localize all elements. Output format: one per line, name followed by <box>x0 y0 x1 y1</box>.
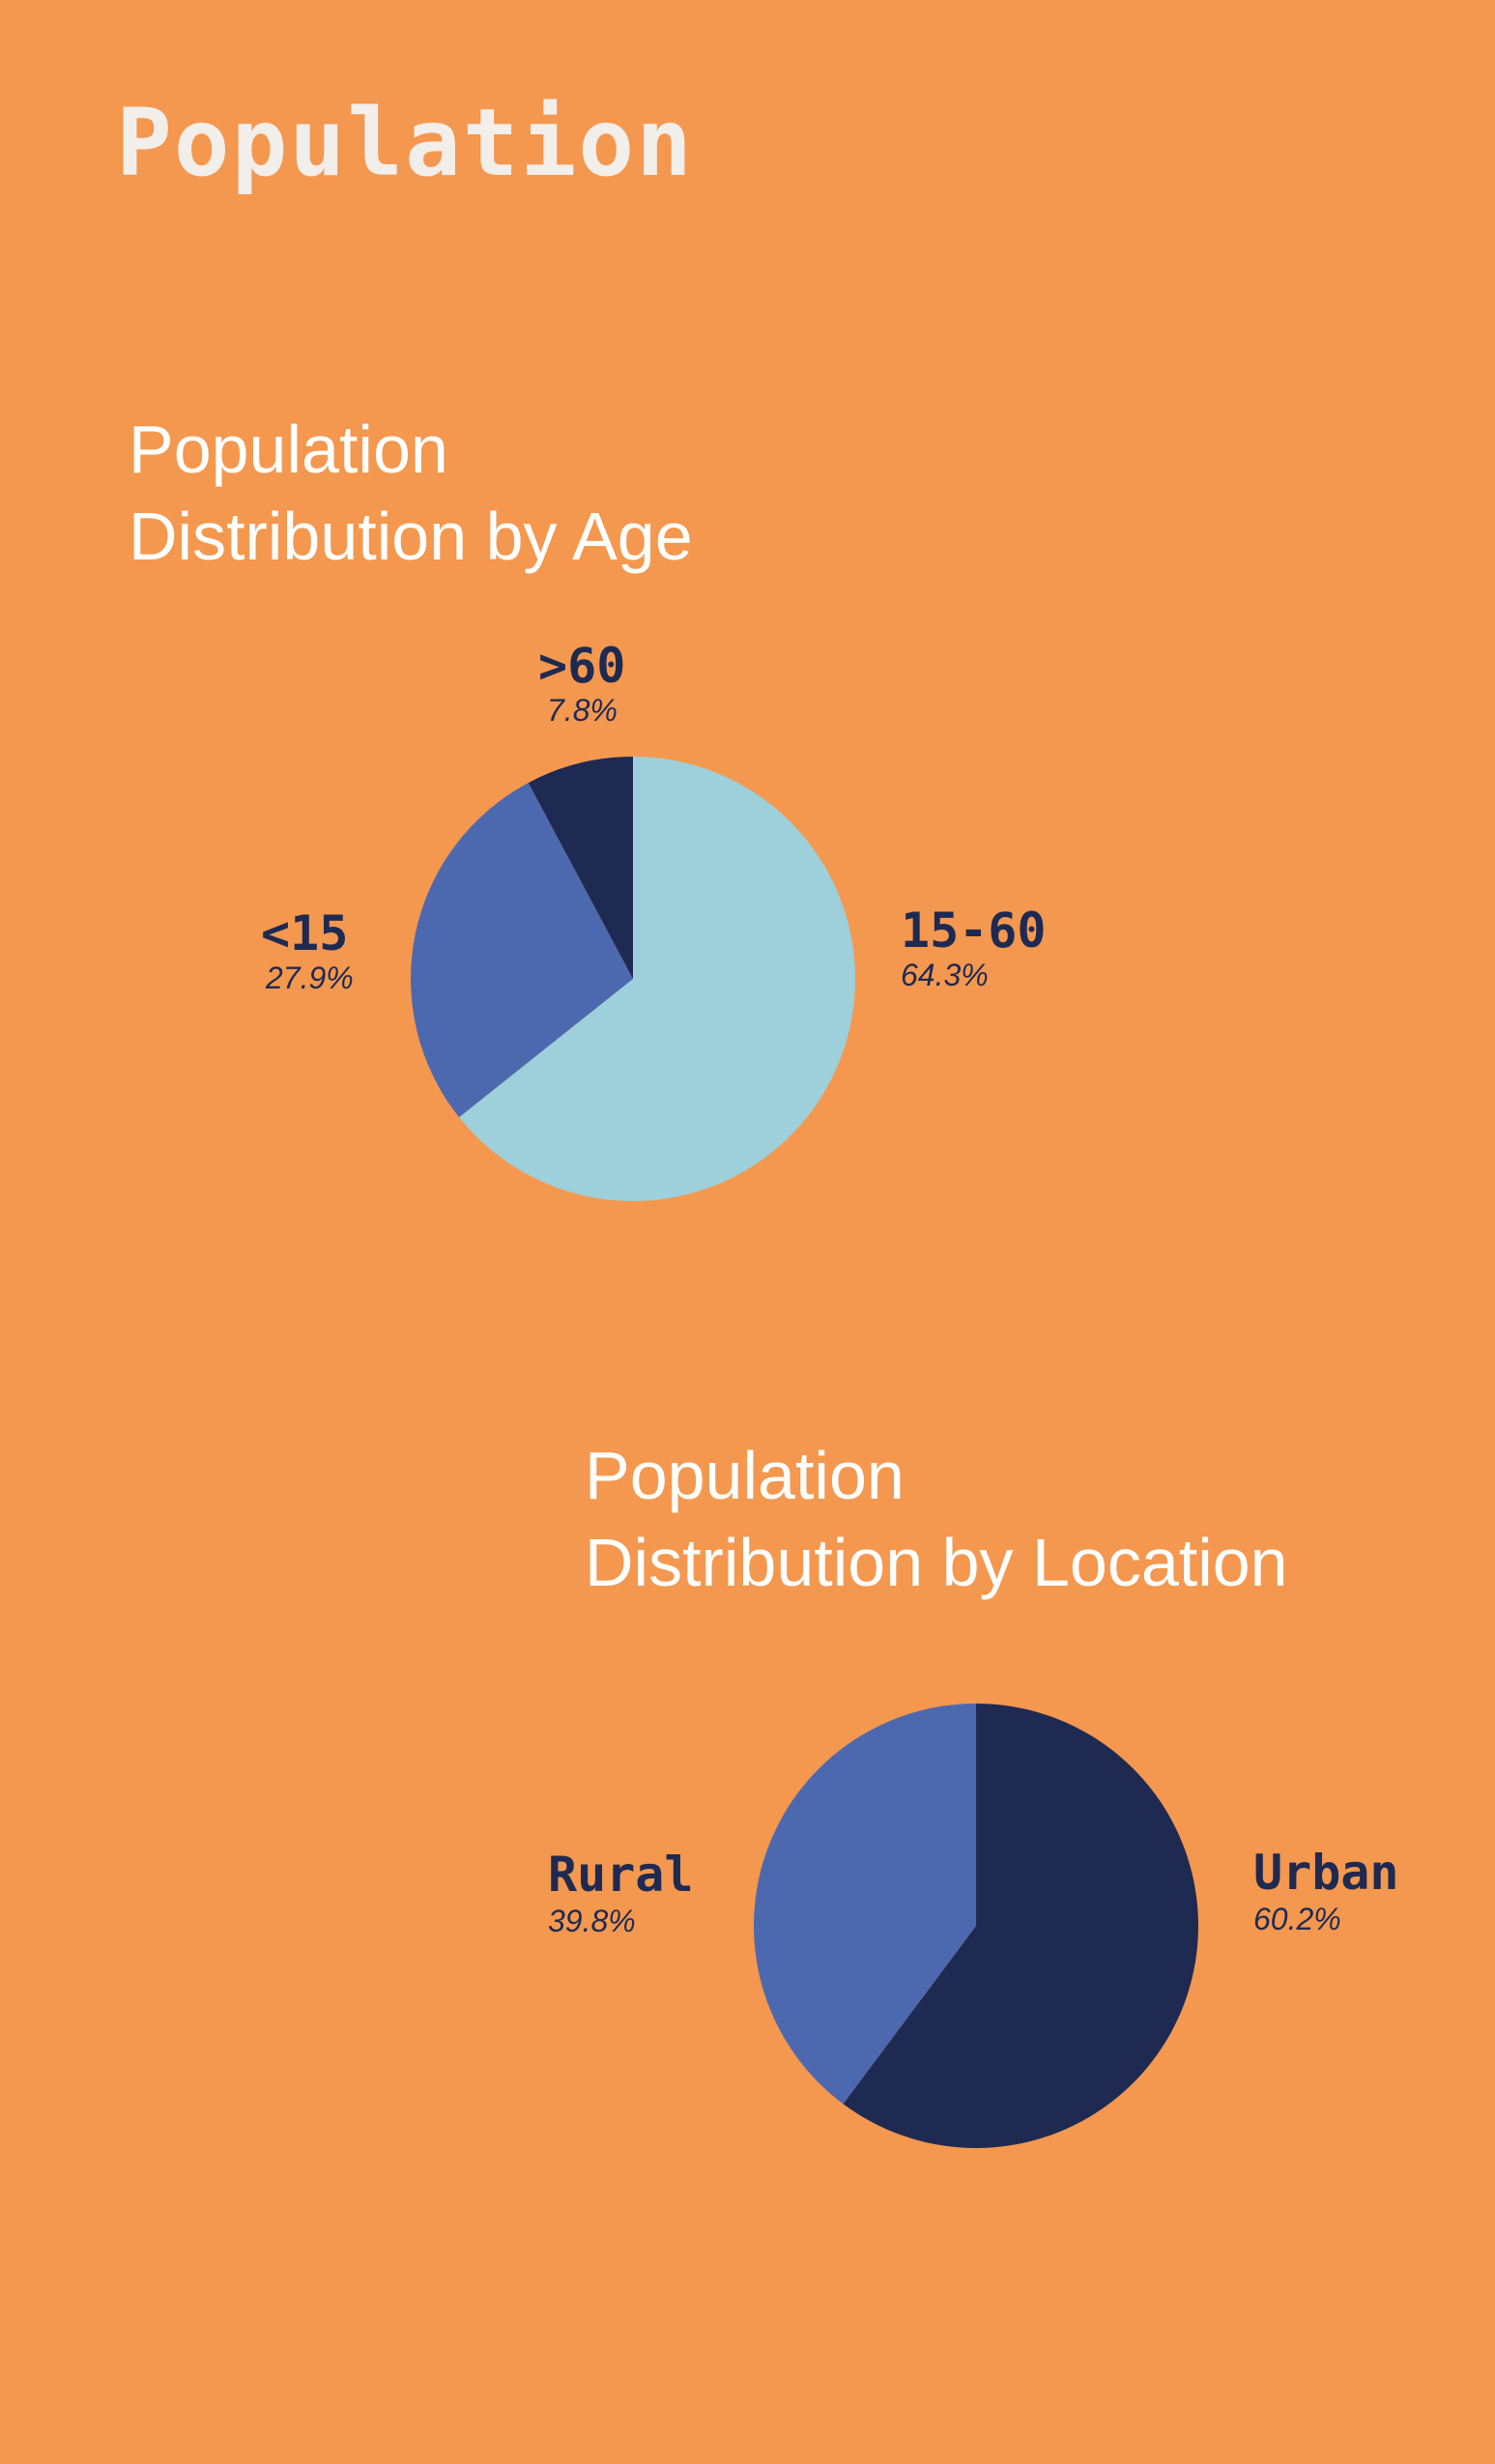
age-chart-title-line-1: Population <box>129 412 448 487</box>
age-label-over-60: >60 <box>538 638 625 694</box>
location-slice-rural <box>753 1704 976 2105</box>
age-slice-under-15 <box>410 783 633 1118</box>
location-chart-title-line-2: Distribution by Location <box>585 1525 1288 1600</box>
age-slice-15-60 <box>459 757 856 1201</box>
age-label-15-60: 15-60 <box>901 903 1047 959</box>
age-pct-over-60: 7.8% <box>547 693 618 728</box>
age-pct-15-60: 64.3% <box>901 958 989 992</box>
location-pie-chart <box>753 1704 1198 2148</box>
location-chart-title: Population Distribution by Location <box>585 1432 1288 1606</box>
location-label-urban: Urban <box>1253 1845 1399 1901</box>
age-chart-title: Population Distribution by Age <box>129 406 693 580</box>
page-title: Population <box>116 89 694 197</box>
age-slice-over-60 <box>528 757 633 979</box>
age-chart-title-line-2: Distribution by Age <box>129 499 693 574</box>
location-pct-urban: 60.2% <box>1253 1902 1341 1936</box>
age-label-under-15: <15 <box>261 905 348 961</box>
location-chart-title-line-1: Population <box>585 1438 905 1513</box>
age-pct-under-15: 27.9% <box>265 960 354 995</box>
age-pie-chart <box>410 757 856 1201</box>
location-label-rural: Rural <box>548 1847 694 1903</box>
location-pct-rural: 39.8% <box>548 1904 636 1938</box>
location-slice-urban <box>843 1704 1198 2148</box>
